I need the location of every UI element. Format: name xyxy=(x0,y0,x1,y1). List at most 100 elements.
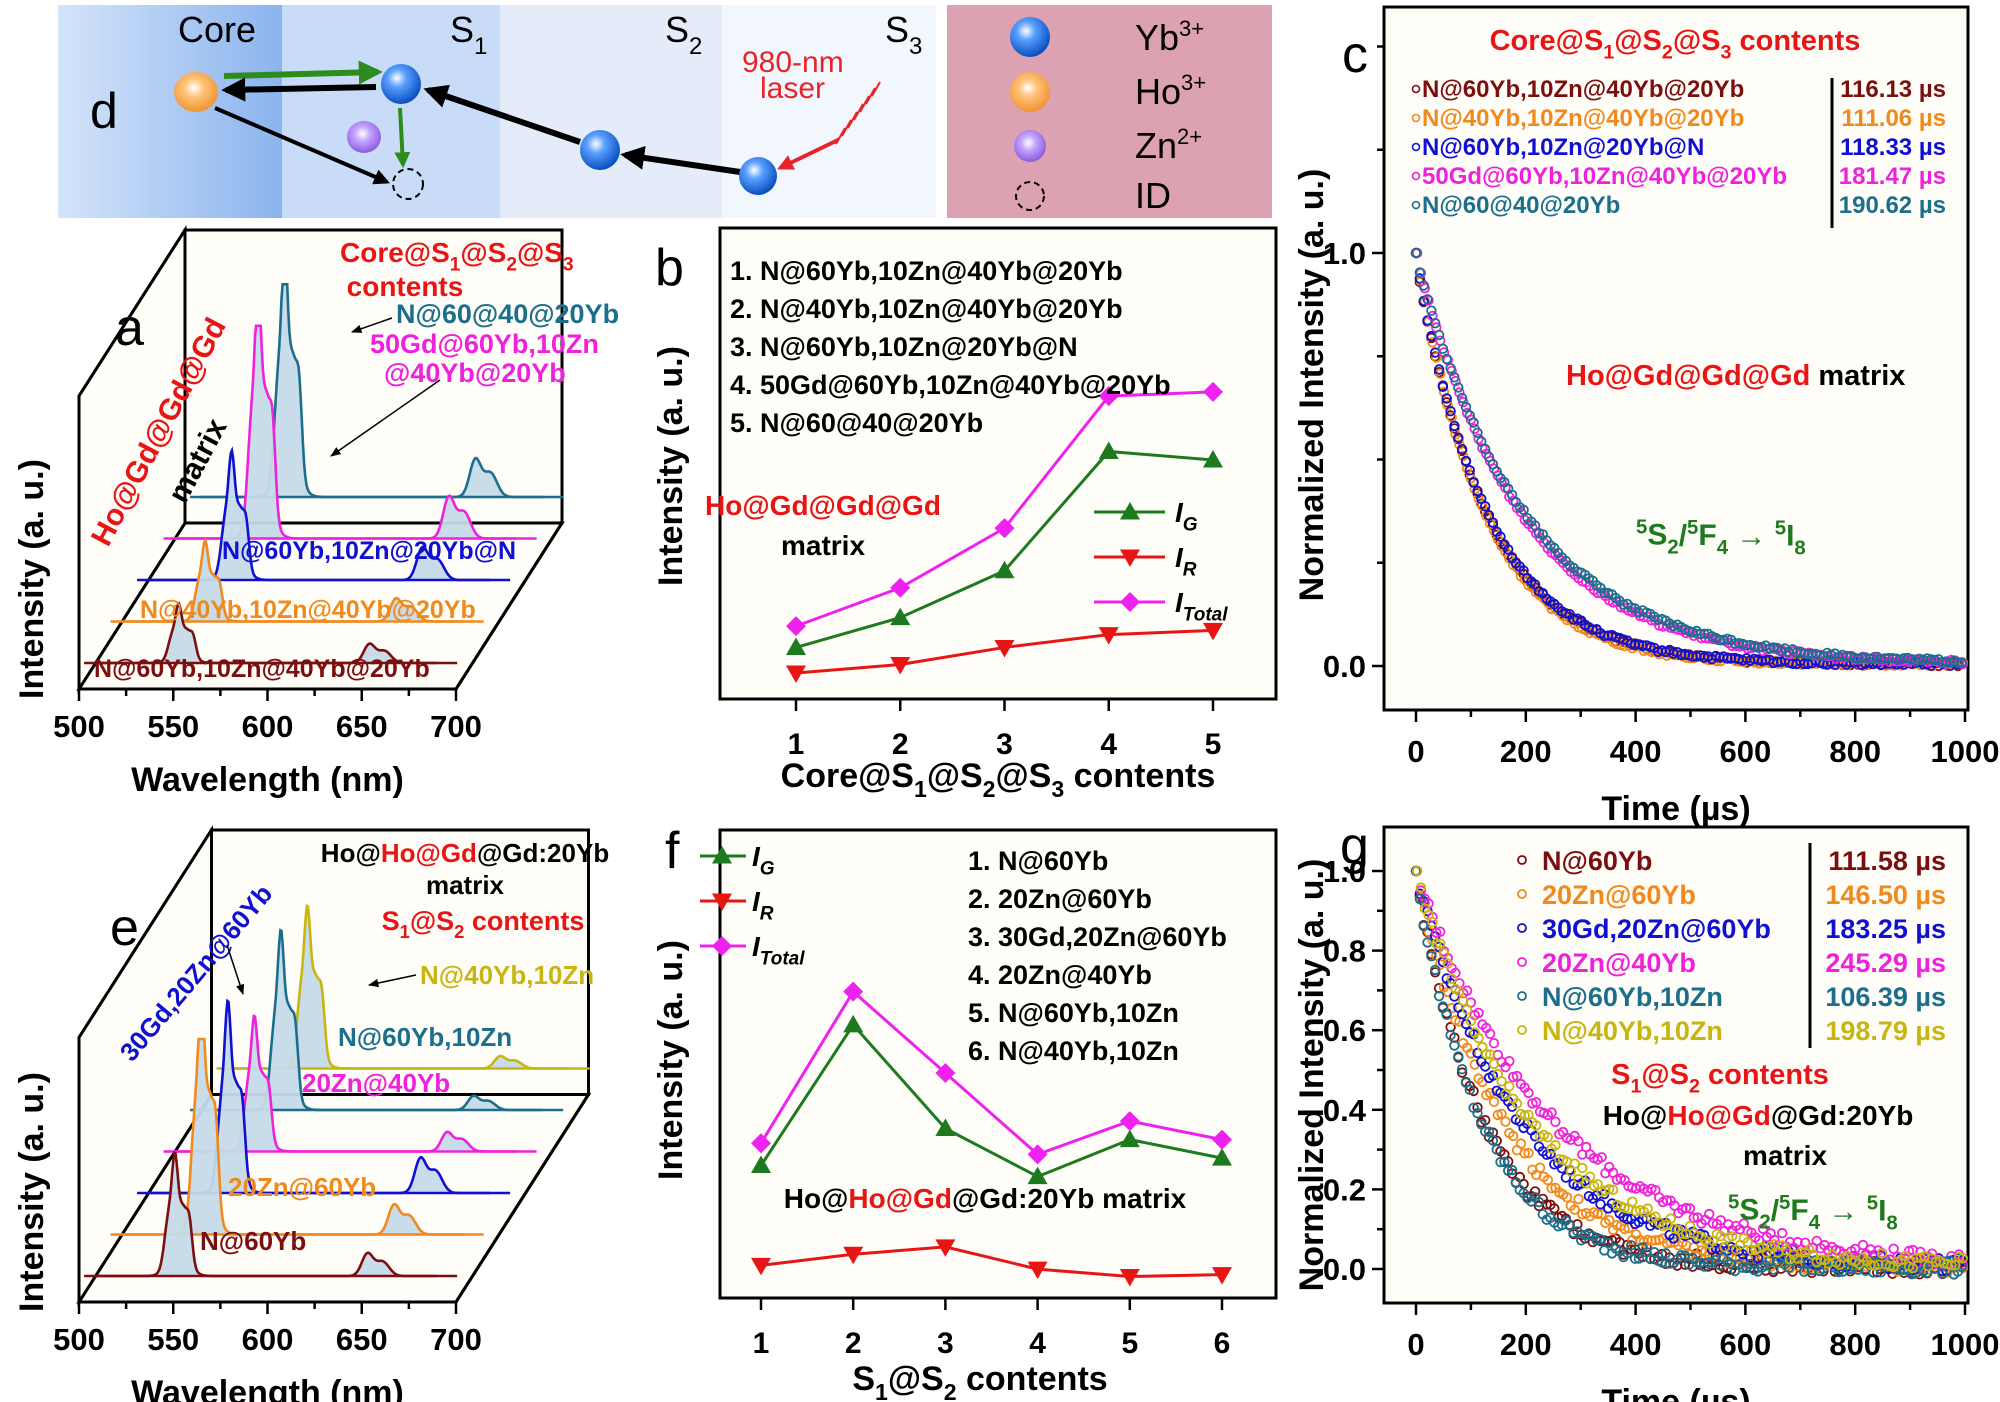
plot-frame xyxy=(1382,5,1970,712)
data-point xyxy=(1546,1107,1557,1118)
plot-frame xyxy=(718,828,1278,1300)
marker-diamond xyxy=(1203,381,1223,402)
data-point xyxy=(1523,1147,1534,1159)
series-label: N@40Yb,10Zn@40Yb@20Yb xyxy=(140,596,476,624)
panel-f-intensity-plot: 1 2 3 4 5 6 f IG IR ITotal 1. N@60Yb 2. 20Zn@60Yb 3.… xyxy=(652,822,1278,1402)
x-tick-label: 650 xyxy=(336,1322,388,1357)
panel-label-c: c xyxy=(1342,26,1368,84)
data-point xyxy=(1453,1051,1464,1062)
x-tick-label: 200 xyxy=(1500,734,1552,769)
data-point xyxy=(1434,368,1446,379)
data-point xyxy=(1625,1240,1637,1251)
data-point xyxy=(1456,444,1468,455)
x-tick-label: 800 xyxy=(1829,1327,1881,1362)
legend-item-5: 5. N@60@40@20Yb xyxy=(730,408,983,438)
data-point xyxy=(1461,1004,1473,1015)
x-tick-label: 550 xyxy=(147,1322,199,1357)
spectrum-fill xyxy=(94,603,438,663)
data-point xyxy=(1495,1156,1506,1168)
legend-marker xyxy=(1411,200,1421,210)
data-point xyxy=(1602,1237,1614,1249)
data-point xyxy=(1434,938,1446,949)
yb-to-defect-arrow-green xyxy=(394,107,411,169)
marker-diamond xyxy=(712,936,732,956)
laser-arrow xyxy=(777,138,839,170)
x-tick-label: 500 xyxy=(53,1322,105,1357)
defect-dashed-circle-icon xyxy=(392,168,424,200)
legend-marker xyxy=(1517,957,1527,967)
panel-d-diagram: d Core S1 S2 S3 980-nm laser xyxy=(58,5,936,218)
panel-label-b: b xyxy=(655,239,684,297)
x-tick-label: 1 xyxy=(788,728,805,761)
data-point xyxy=(1545,1148,1556,1160)
data-point xyxy=(1449,1040,1460,1051)
data-point xyxy=(1426,305,1437,316)
data-point xyxy=(1504,1055,1515,1067)
data-point xyxy=(1453,382,1464,393)
marker-triangle-up xyxy=(890,607,911,626)
data-point xyxy=(1603,1183,1615,1195)
data-point xyxy=(1549,1203,1560,1214)
data-point xyxy=(1665,1213,1676,1224)
data-point xyxy=(1692,1230,1703,1242)
panel-e-title: Ho@Ho@Gd@Gd:20Yb xyxy=(321,838,609,868)
marker-triangle-down xyxy=(935,1239,956,1257)
data-point xyxy=(1449,420,1460,432)
data-point xyxy=(1622,1213,1633,1225)
legend-marker xyxy=(1517,889,1527,899)
s2-label: S2 xyxy=(665,9,702,60)
marker-triangle-down xyxy=(1203,622,1223,641)
core-label: Core xyxy=(178,9,256,50)
label-pointer-arrow xyxy=(330,379,441,457)
s1-label: S1 xyxy=(450,9,487,60)
data-point xyxy=(1873,1259,1884,1270)
matrix-label: Ho@Ho@Gd@Gd:20Yb xyxy=(1603,1100,1914,1131)
legend-item-5: 5. N@60Yb,10Zn xyxy=(968,998,1179,1028)
spectrum-fill xyxy=(147,450,491,580)
x-tick-label: 4 xyxy=(1029,1327,1046,1360)
energy-transfer-arrow-green-ho-to-yb xyxy=(223,60,383,85)
data-point xyxy=(1429,318,1441,329)
data-point xyxy=(1661,1195,1673,1206)
data-point xyxy=(1473,1032,1484,1044)
data-point xyxy=(1442,400,1454,411)
y-axis-label: Normalized Intensity (a. u.) xyxy=(1293,859,1331,1292)
lifetime-value: 116.13 µs xyxy=(1840,76,1946,103)
y-axis-label: Normalized Intensity (a. u.) xyxy=(1293,169,1331,602)
legend-label: 20Zn@60Yb xyxy=(1542,880,1696,910)
data-point xyxy=(1488,1037,1500,1049)
x-tick-label: 800 xyxy=(1829,734,1881,769)
panel-a-title: Core@S1@S2@S3 xyxy=(340,237,574,275)
data-point xyxy=(1457,396,1469,408)
data-point xyxy=(1569,1158,1580,1169)
legend-label: 20Zn@40Yb xyxy=(1542,948,1696,978)
marker-triangle-up xyxy=(843,1014,864,1033)
marker-triangle-up xyxy=(994,560,1015,579)
data-point xyxy=(1577,1162,1588,1174)
legend-item-3: 3. N@60Yb,10Zn@20Yb@N xyxy=(730,332,1078,362)
s3-label: S3 xyxy=(885,9,922,60)
data-point xyxy=(1454,986,1465,997)
marker-diamond xyxy=(1098,386,1119,407)
data-point xyxy=(1499,1156,1510,1168)
data-point xyxy=(1431,352,1442,363)
data-point xyxy=(1780,1244,1792,1256)
x-tick-label: 400 xyxy=(1610,1327,1662,1362)
series-label: N@60@40@20Yb xyxy=(396,299,619,329)
ho-to-defect-arrow xyxy=(214,106,390,185)
data-point xyxy=(1530,1120,1542,1131)
data-point xyxy=(1680,1202,1692,1214)
data-point xyxy=(1434,926,1446,937)
data-point xyxy=(1441,393,1452,404)
legend-label-i-r: IR xyxy=(752,886,774,924)
x-tick-label: 5 xyxy=(1121,1327,1138,1360)
data-point xyxy=(1957,1252,1969,1264)
x-tick-label: 200 xyxy=(1500,1327,1552,1362)
data-point xyxy=(1481,1048,1492,1060)
data-point xyxy=(1496,1076,1507,1087)
panel-label-e: e xyxy=(110,899,139,957)
y-tick-label: 0.6 xyxy=(1323,1013,1366,1048)
x-tick-label: 700 xyxy=(430,1322,482,1357)
data-point xyxy=(1596,1152,1607,1163)
y-axis-label: Intensity (a. u.) xyxy=(652,940,690,1180)
